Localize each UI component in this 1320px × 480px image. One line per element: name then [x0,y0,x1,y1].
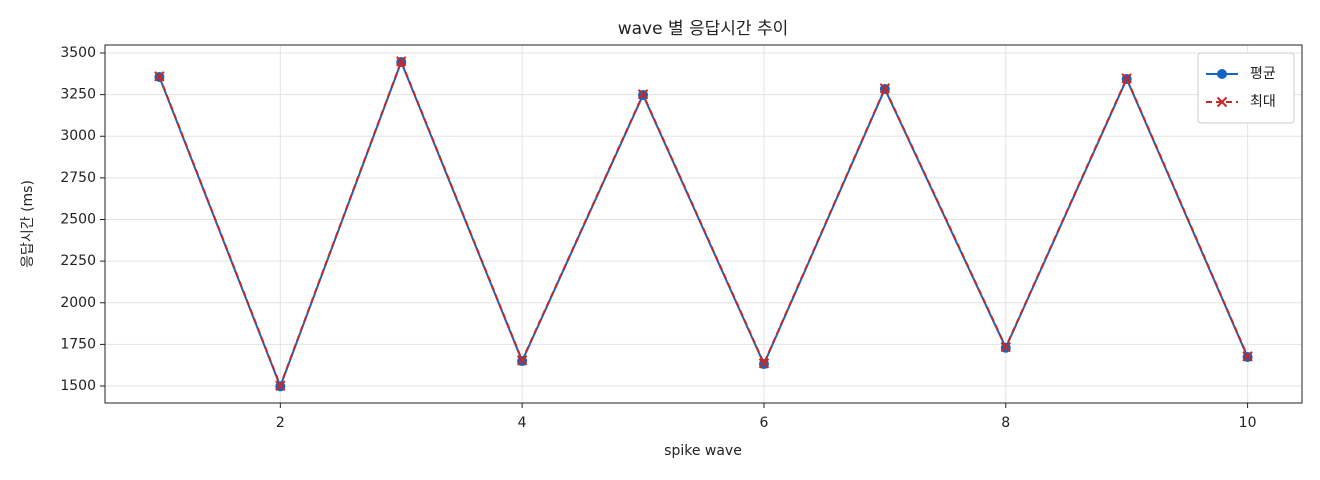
x-axis-label: spike wave [664,443,742,459]
y-tick-label: 2500 [60,212,96,228]
legend-marker [1217,69,1227,79]
y-tick-label: 3500 [60,45,96,61]
x-tick-label: 4 [518,415,527,431]
y-tick-label: 1750 [60,336,96,352]
y-tick-label: 2750 [60,170,96,186]
y-tick-label: 2250 [60,253,96,269]
marker [1242,351,1253,362]
marker [1000,341,1011,353]
legend-marker [1216,96,1228,108]
chart-title: wave 별 응답시간 추이 [618,19,789,39]
marker [879,83,891,94]
x-tick-label: 6 [759,415,768,431]
marker [637,89,649,100]
legend-box [1197,52,1295,124]
x-tick-label: 2 [276,415,285,431]
y-tick-label: 1500 [60,378,96,394]
x-tick-label: 10 [1239,415,1257,431]
y-tick-label: 2000 [60,295,96,311]
y-tick-label: 3250 [60,87,96,103]
plot-frame [104,44,1303,404]
series-line [158,58,1249,389]
series-line [158,59,1249,390]
marker [1121,73,1132,84]
marker [154,71,165,82]
legend-label: 평균 [1250,66,1276,82]
marker [758,358,770,369]
y-tick-label: 3000 [60,128,96,144]
x-tick-label: 8 [1001,415,1010,431]
legend-label: 최대 [1250,94,1276,110]
marker [516,355,528,366]
marker [396,56,407,67]
y-axis-label: 응답시간 (ms) [20,180,36,268]
marker [275,380,286,391]
